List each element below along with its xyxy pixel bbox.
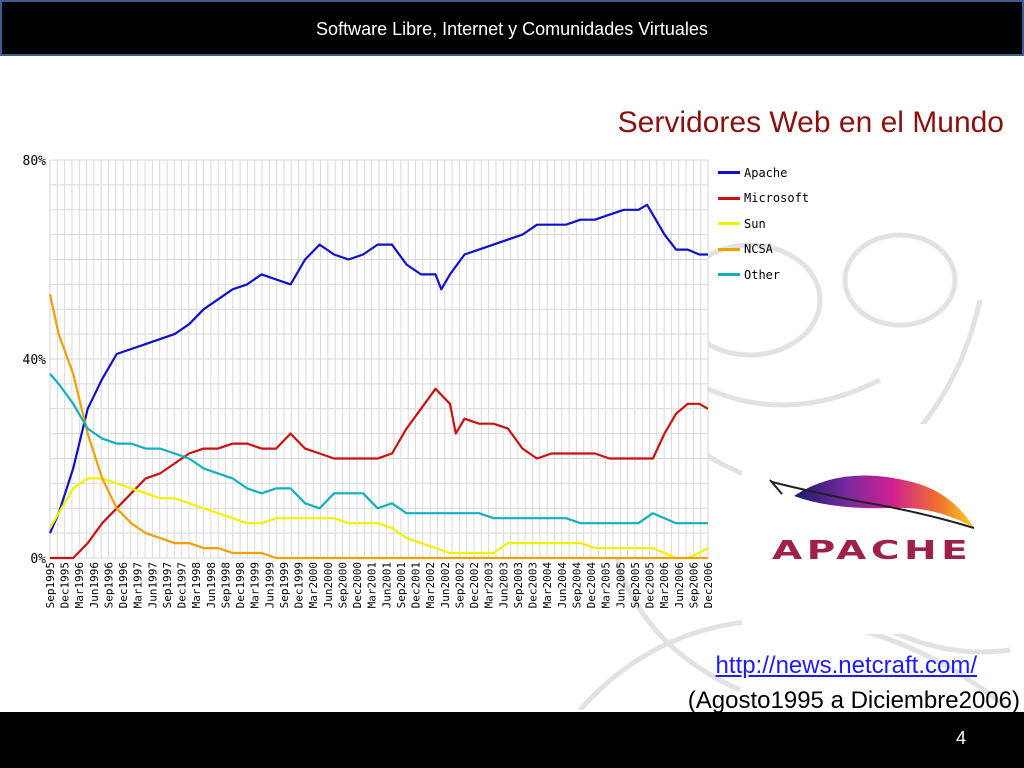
web-servers-line-chart: 0%40%80% Sep1995 Dec1995 Mar1996 Jun1996 Sep… [23,154,715,609]
legend-swatch-ncsa [718,247,740,251]
x-tick-label: Sep1995 [44,562,57,608]
legend-swatch-sun [718,222,740,226]
x-tick-label: Sep2002 [453,562,466,608]
y-axis-ticks: 0% 40% 80% [23,154,47,567]
x-tick-label: Dec1998 [234,562,247,608]
x-tick-label: Dec2006 [702,562,715,608]
apache-logo-text: APACHE [772,536,973,566]
legend-label-other: Other [744,267,781,282]
slide-title: Servidores Web en el Mundo [617,106,1004,139]
x-tick-label: Mar1998 [190,562,203,608]
x-tick-label: Jun2003 [497,562,510,608]
x-tick-label: Dec2000 [351,562,364,608]
x-tick-label: Mar1997 [132,562,145,608]
x-tick-label: Dec2005 [644,562,657,608]
x-tick-label: Sep1998 [219,562,232,608]
footer-bar: 4 [0,712,1024,768]
x-tick-label: Dec2004 [585,562,598,609]
y-tick-label: 80% [23,154,47,169]
x-tick-label: Sep2006 [687,562,700,608]
y-tick-label: 0% [30,552,46,567]
x-tick-label: Jun2004 [556,562,569,609]
x-tick-label: Sep2003 [512,562,525,608]
legend-label-microsoft: Microsoft [744,191,810,206]
legend-item-sun: Sun [718,211,809,237]
x-tick-label: Jun1997 [146,562,159,608]
legend-item-apache: Apache [718,160,809,186]
x-tick-label: Mar2002 [424,562,437,608]
x-tick-label: Sep2005 [629,562,642,608]
x-tick-label: Dec2001 [410,562,423,608]
legend-swatch-other [718,273,740,277]
legend-swatch-microsoft [718,196,740,200]
x-tick-label: Mar2003 [483,562,496,608]
x-tick-label: Jun1999 [263,562,276,608]
legend-item-microsoft: Microsoft [718,186,809,212]
header-bar: Software Libre, Internet y Comunidades V… [0,0,1024,56]
y-tick-label: 40% [23,353,47,368]
legend-swatch-apache [718,171,740,175]
x-tick-label: Sep2001 [395,562,408,608]
x-tick-label: Dec1995 [59,562,72,608]
source-date-range: (Agosto1995 a Diciembre2006) [687,687,1020,714]
legend-label-apache: Apache [744,165,788,180]
x-tick-label: Sep2000 [336,562,349,608]
legend-label-ncsa: NCSA [744,242,773,257]
legend-label-sun: Sun [744,216,766,231]
x-tick-label: Mar2004 [541,562,554,609]
series-line-sun [49,477,709,560]
series-line-microsoft [50,387,709,560]
series-line-apache [48,203,708,534]
series-line-ncsa [48,294,708,560]
x-tick-label: Mar1996 [73,562,86,608]
netcraft-link[interactable]: http://news.netcraft.com/ [715,652,977,679]
x-tick-label: Mar1999 [249,562,262,608]
x-tick-label: Dec1999 [293,562,306,608]
apache-feather-icon [769,475,975,529]
series-lines [48,203,709,560]
x-tick-label: Jun2002 [439,562,452,608]
x-tick-label: Jun2005 [614,562,627,608]
x-tick-label: Jun2001 [380,562,393,608]
x-tick-label: Sep1996 [102,562,115,608]
horizontal-grid [50,159,708,559]
x-tick-label: Mar2005 [600,562,613,608]
x-tick-label: Jun2006 [673,562,686,608]
legend-item-other: Other [718,262,809,288]
x-tick-label: Sep1997 [161,562,174,608]
x-tick-label: Jun1998 [205,562,218,608]
apache-logo: APACHE [742,424,1004,634]
chart-legend: Apache Microsoft Sun NCSA Other [718,160,809,288]
x-tick-label: Jun2000 [322,562,335,608]
x-tick-label: Mar2006 [658,562,671,608]
x-tick-label: Dec1996 [117,562,130,608]
presentation-title: Software Libre, Internet y Comunidades V… [316,19,708,39]
x-tick-label: Mar2001 [366,562,379,608]
page-number: 4 [955,728,966,748]
series-line-other [49,373,708,525]
x-tick-label: Jun1996 [88,562,101,608]
x-tick-label: Dec2002 [468,562,481,608]
x-tick-label: Sep2004 [570,562,583,609]
x-tick-label: Mar2000 [307,562,320,608]
x-axis-ticks: Sep1995 Dec1995 Mar1996 Jun1996 Sep1996 Dec19… [44,562,715,609]
source-link-row: http://news.netcraft.com/ [0,652,1024,680]
legend-item-ncsa: NCSA [718,237,809,263]
x-tick-label: Sep1999 [278,562,291,608]
x-tick-label: Dec2003 [527,562,540,608]
x-tick-label: Dec1997 [176,562,189,608]
